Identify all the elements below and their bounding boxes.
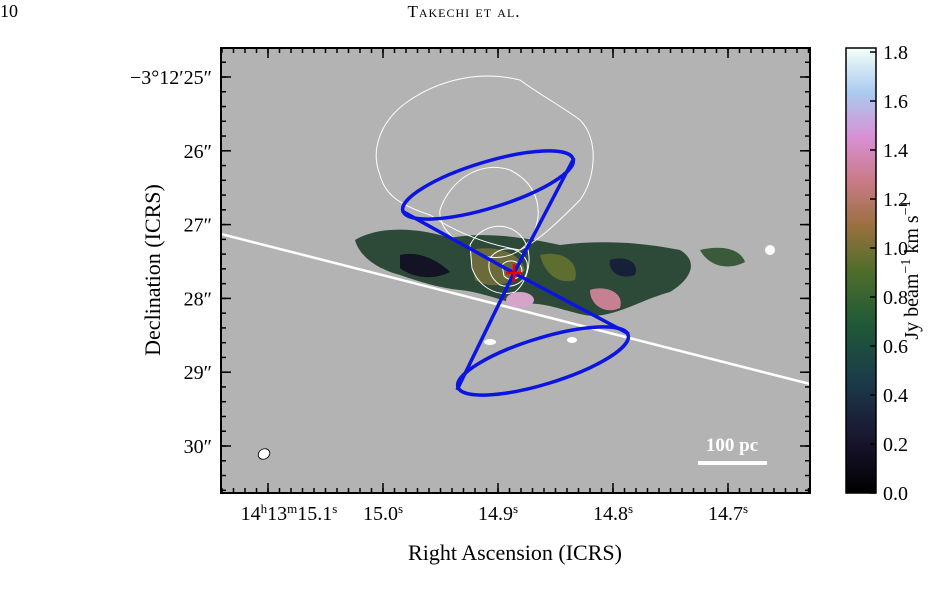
emission-blob [700,247,745,267]
major-axis-line [221,232,810,386]
tick-label-part: 14.7 [708,503,743,525]
cone-edge [512,157,576,274]
y-tick-label: 28″ [184,288,212,310]
beam [257,448,271,460]
contour [469,225,530,294]
emission-blob [540,253,576,282]
emission-blob [590,288,621,311]
emission-blob [765,245,775,255]
label-sup: −1 [899,200,914,215]
y-tick-label: 26″ [184,141,212,163]
tick-label-sup: m [287,501,297,516]
label-part: km s [901,215,923,259]
tick-label-part: 14 [241,503,261,525]
outflow-cones [400,149,631,397]
y-tick-label: 30″ [184,436,212,458]
emission-blob [567,337,577,343]
colorbar-tick-label: 0.8 [883,287,908,309]
x-tick-label: 14.7s [708,501,748,525]
tick-label-sup: s [628,501,633,516]
running-title: Takechi et al. [407,2,520,21]
plot-frame [220,47,811,494]
colorbar-tick-label: 1.4 [883,140,908,162]
emission-blob [400,253,450,278]
axis-ticks [221,48,810,493]
colorbar-label: Jy beam−1 km s−1 [899,200,923,339]
x-tick-label: 14h13m15.1s [241,501,338,525]
colorbar-tick-label: 1.6 [883,91,908,113]
contour [375,75,594,251]
cone-edge [455,272,516,391]
colorbar-tick-label: 1.8 [883,42,908,64]
tick-label-part: 14.8 [593,503,628,525]
tick-label-sup: s [743,501,748,516]
y-tick-label: 29″ [184,362,212,384]
contour [501,260,523,280]
colorbar-tick-label: 0.0 [883,483,908,505]
label-part: Jy beam [901,273,923,340]
tick-label-sup: s [332,501,337,516]
tick-label-part: 15.0 [363,503,398,525]
image: 100 pc [221,48,810,493]
emission-blob [484,339,496,345]
contour [488,248,528,287]
scale-bar-label: 100 pc [706,435,758,456]
tick-label-part: 13 [267,503,287,525]
x-tick-label: 15.0s [363,501,403,525]
emission-blob [506,292,534,308]
emission-blob [609,258,636,277]
y-axis-label: Declination (ICRS) [140,184,165,356]
cone-edge [513,271,630,336]
y-tick-label: −3°12′25″ [130,67,212,89]
label-sup: −1 [899,259,914,274]
colorbar [845,47,877,494]
cone-edge [401,209,515,275]
x-tick-label: 14.8s [593,501,633,525]
nucleus-marker [506,264,522,282]
colorbar-tick-label: 0.6 [883,336,908,358]
colorbar-tick-label: 1.0 [883,238,908,260]
tick-label-sup: h [261,501,268,516]
tick-label-sup: s [513,501,518,516]
page-number: 10 [0,1,18,21]
colorbar-tick-label: 0.2 [883,434,908,456]
tick-label-sup: s [398,501,403,516]
tick-label-part: 15.1 [297,503,332,525]
tick-label-part: 14.9 [478,503,513,525]
y-tick-label: 27″ [184,215,212,237]
colorbar-tick-label: 1.2 [883,189,908,211]
x-axis-label: Right Ascension (ICRS) [408,540,622,565]
colorbar-tick-label: 0.4 [883,385,908,407]
x-tick-label: 14.9s [478,501,518,525]
